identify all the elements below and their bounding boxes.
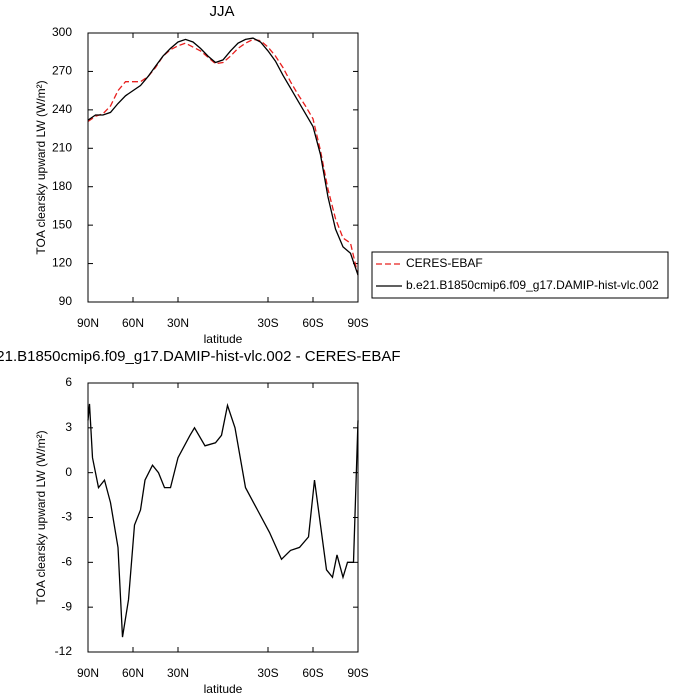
y-tick-label: 3 <box>65 420 72 434</box>
data-line <box>87 37 359 276</box>
y-tick-label: 210 <box>52 140 72 154</box>
x-tick-label: 60N <box>122 666 144 680</box>
x-tick-label: 30S <box>257 316 278 330</box>
x-tick-label: 30S <box>257 666 278 680</box>
x-tick-label: 60S <box>302 316 323 330</box>
y-tick-label: 0 <box>65 465 72 479</box>
chart-title: b.e21.B1850cmip6.f09_g17.DAMIP-hist-vlc.… <box>0 348 401 365</box>
y-axis-label: TOA clearsky upward LW (W/m²) <box>34 80 48 254</box>
y-tick-label: 6 <box>65 375 72 389</box>
y-tick-label: 90 <box>59 294 73 308</box>
x-tick-label: 30N <box>167 316 189 330</box>
data-line <box>87 38 359 276</box>
x-tick-label: 90N <box>77 666 99 680</box>
x-tick-label: 60S <box>302 666 323 680</box>
y-tick-label: 150 <box>52 217 72 231</box>
y-axis-label: TOA clearsky upward LW (W/m²) <box>34 430 48 604</box>
data-line <box>87 402 359 638</box>
y-tick-label: -9 <box>61 599 72 613</box>
plot-frame <box>87 382 359 653</box>
y-tick-label: 270 <box>52 64 72 78</box>
x-tick-label: 90S <box>347 666 368 680</box>
legend-box <box>371 251 669 299</box>
x-tick-label: 90N <box>77 316 99 330</box>
y-tick-label: 120 <box>52 256 72 270</box>
y-tick-label: -12 <box>55 644 73 658</box>
x-tick-label: 90S <box>347 316 368 330</box>
x-axis-label: latitude <box>204 682 243 696</box>
x-tick-label: 60N <box>122 316 144 330</box>
y-tick-label: 240 <box>52 102 72 116</box>
y-tick-label: 180 <box>52 179 72 193</box>
legend-label: CERES-EBAF <box>406 256 483 270</box>
x-tick-label: 30N <box>167 666 189 680</box>
plot-frame <box>87 32 359 303</box>
x-axis-label: latitude <box>204 332 243 346</box>
legend-label: b.e21.B1850cmip6.f09_g17.DAMIP-hist-vlc.… <box>406 278 659 292</box>
y-tick-label: 300 <box>52 25 72 39</box>
y-tick-label: -6 <box>61 555 72 569</box>
chart-title: JJA <box>209 3 234 20</box>
y-tick-label: -3 <box>61 510 72 524</box>
